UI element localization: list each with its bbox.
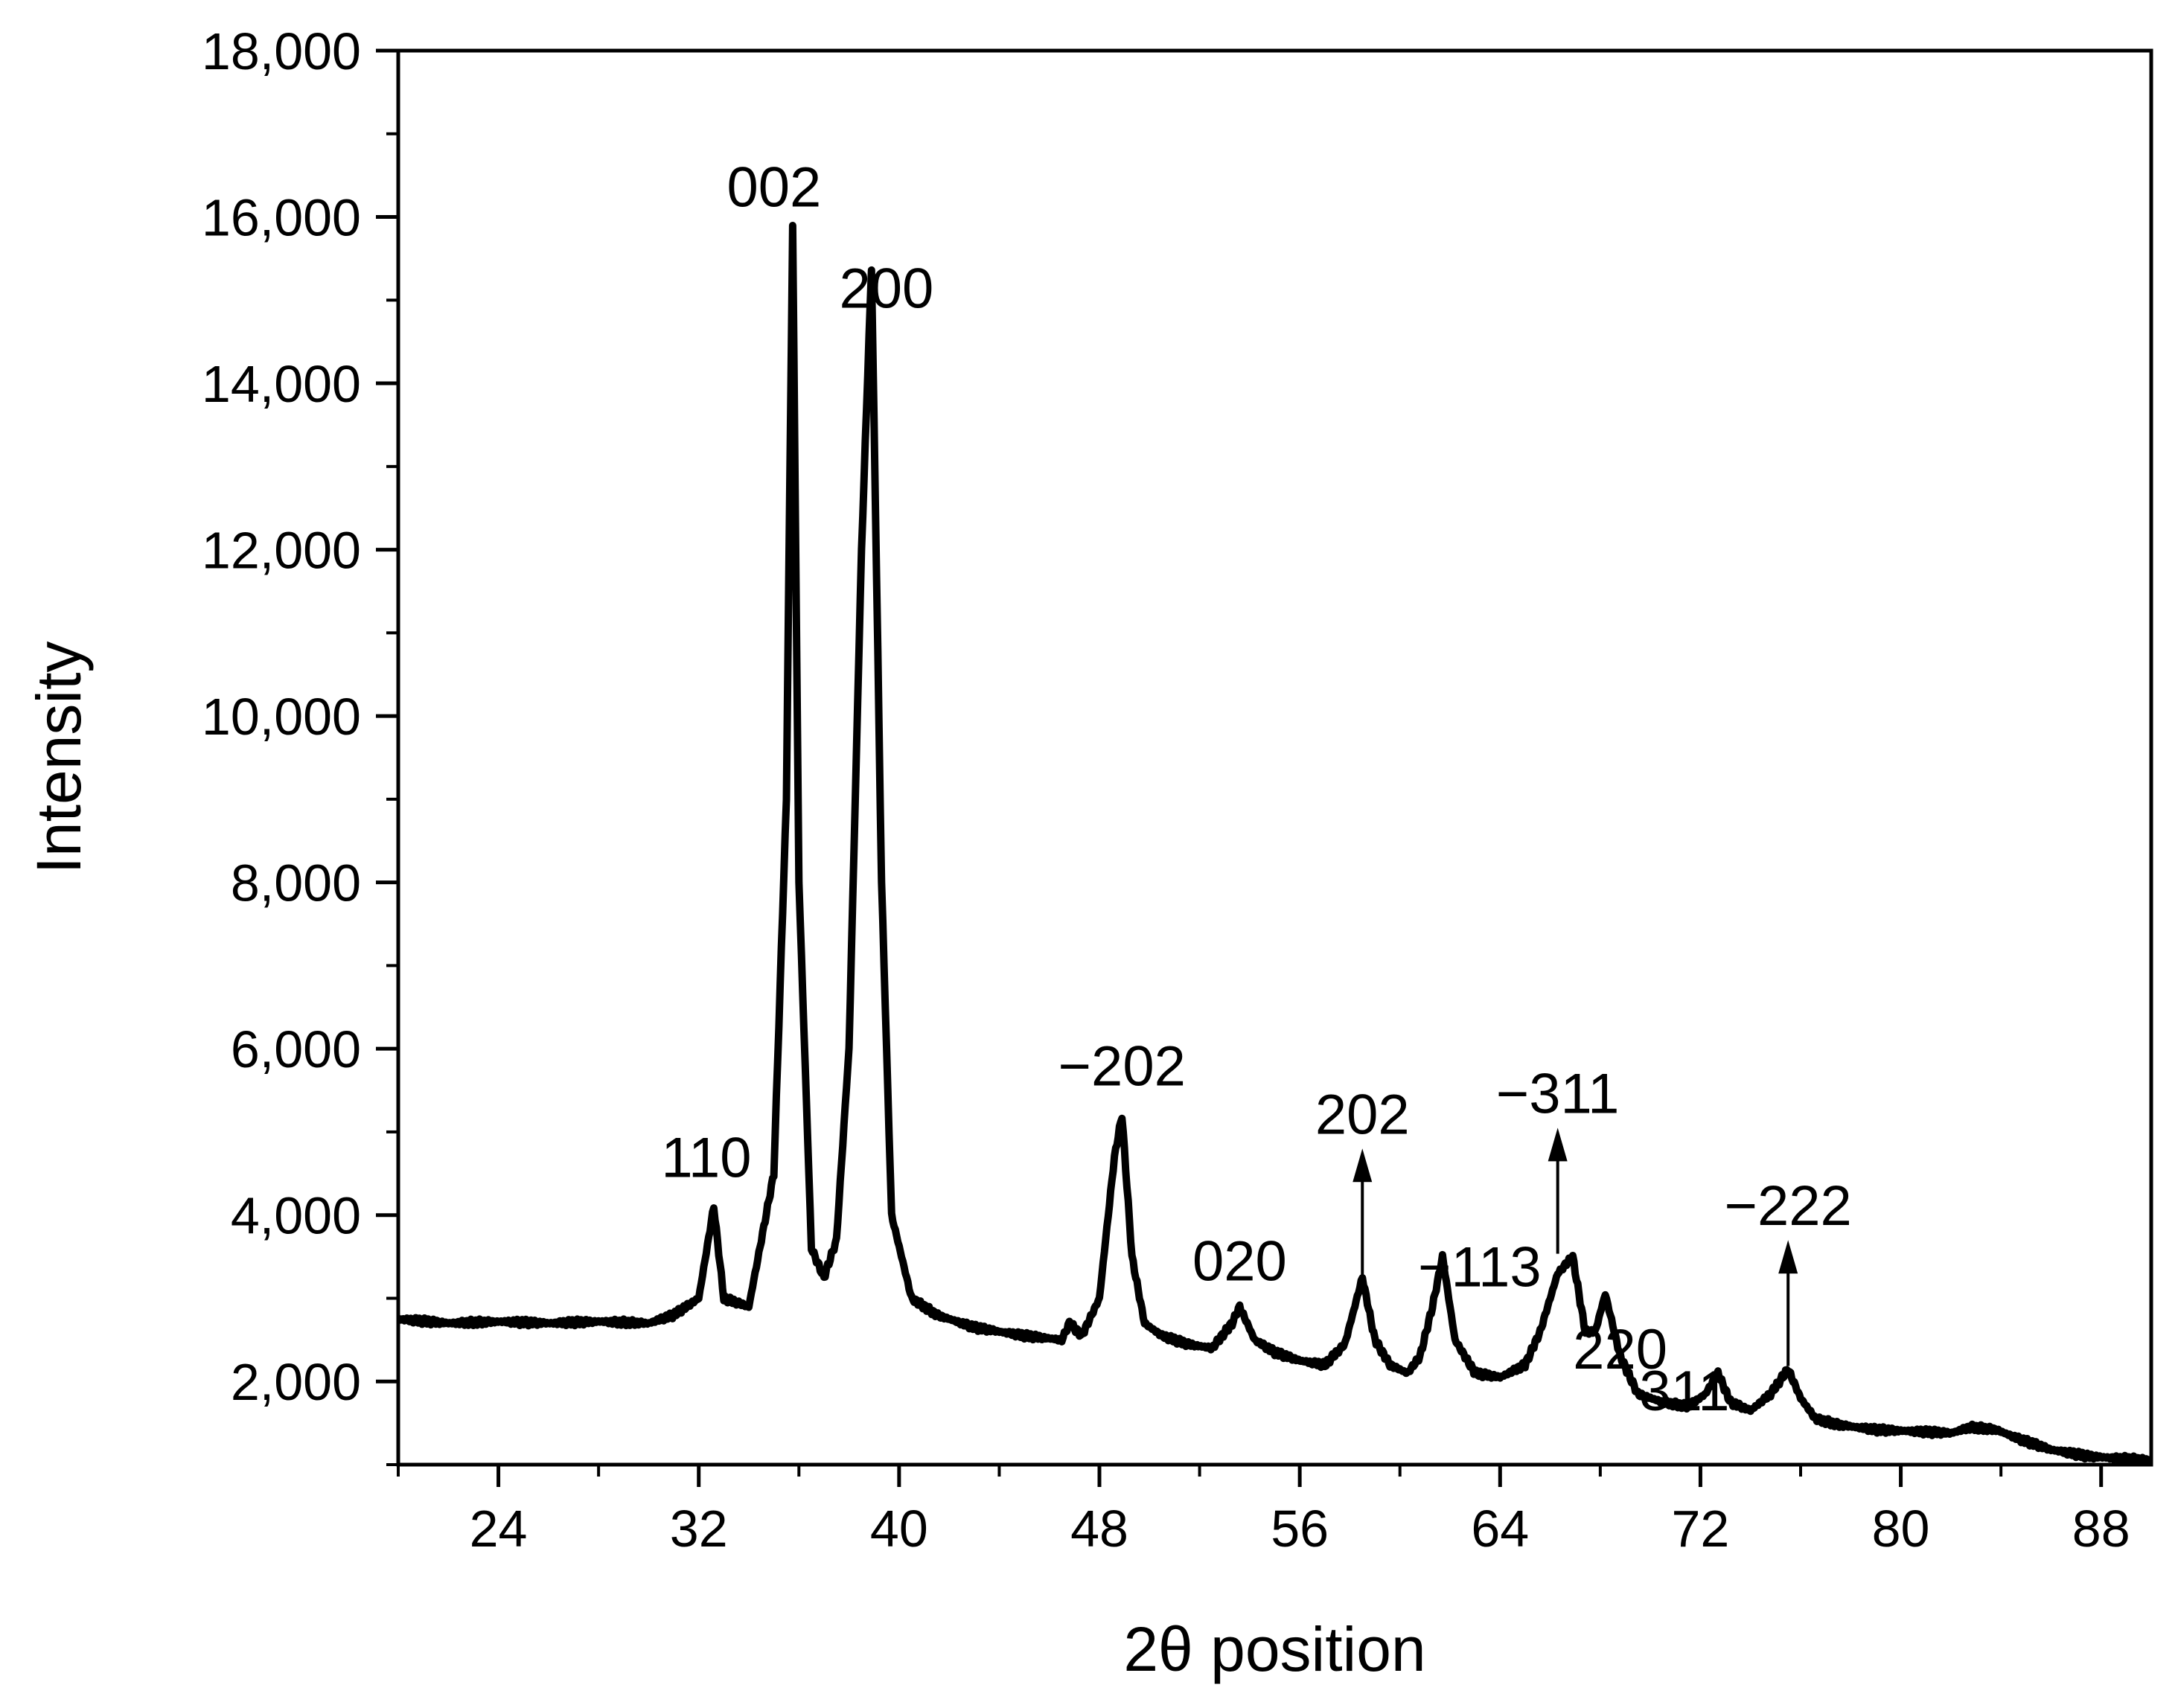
- peak-label: 311: [1639, 1360, 1729, 1423]
- x-tick-label: 72: [1671, 1500, 1729, 1558]
- x-tick-label: 32: [670, 1500, 728, 1558]
- x-tick-label: 80: [1872, 1500, 1930, 1558]
- y-axis-ticks: 2,000 4,000 6,000 8,000 10,000 12,000 14,000 16…: [202, 22, 398, 1466]
- y-tick-label: 2,000: [231, 1353, 361, 1411]
- x-tick-label: 40: [870, 1500, 928, 1558]
- y-tick-label: 16,000: [202, 189, 361, 247]
- peak-label: 020: [1192, 1230, 1287, 1293]
- peak-label: 200: [839, 258, 933, 321]
- x-tick-label: 24: [470, 1500, 528, 1558]
- x-tick-label: 56: [1271, 1500, 1329, 1558]
- y-tick-label: 4,000: [231, 1187, 361, 1245]
- series-layer: [395, 222, 2154, 1466]
- xrd-pattern-line: [395, 222, 2154, 1466]
- peak-arrow-head: [1778, 1240, 1798, 1274]
- peak-label: 220: [1573, 1318, 1667, 1381]
- y-tick-label: 14,000: [202, 355, 361, 413]
- x-tick-label: 48: [1070, 1500, 1128, 1558]
- x-axis-ticks: 24 32 40 48 56 64 72 80 88: [397, 1465, 2130, 1558]
- x-tick-label: 64: [1471, 1500, 1529, 1558]
- peak-arrow-head: [1548, 1128, 1568, 1162]
- y-tick-label: 18,000: [202, 22, 361, 80]
- peak-label: −202: [1058, 1035, 1186, 1098]
- peak-label: 202: [1315, 1083, 1410, 1146]
- peak-label: 110: [661, 1127, 751, 1190]
- y-axis-title: Intensity: [24, 642, 94, 874]
- x-tick-label: 88: [2072, 1500, 2130, 1558]
- y-tick-label: 12,000: [202, 522, 361, 580]
- peak-label: −311: [1496, 1062, 1620, 1125]
- y-tick-label: 10,000: [202, 688, 361, 746]
- peak-label: 002: [726, 156, 821, 220]
- peak-arrow-head: [1353, 1148, 1373, 1183]
- y-tick-label: 6,000: [231, 1020, 361, 1078]
- peak-label: −222: [1725, 1174, 1852, 1238]
- x-axis-title: 2θ position: [1123, 1614, 1425, 1684]
- y-tick-label: 8,000: [231, 854, 361, 912]
- plot-frame: [396, 48, 2153, 1467]
- peak-label: −113: [1418, 1236, 1542, 1299]
